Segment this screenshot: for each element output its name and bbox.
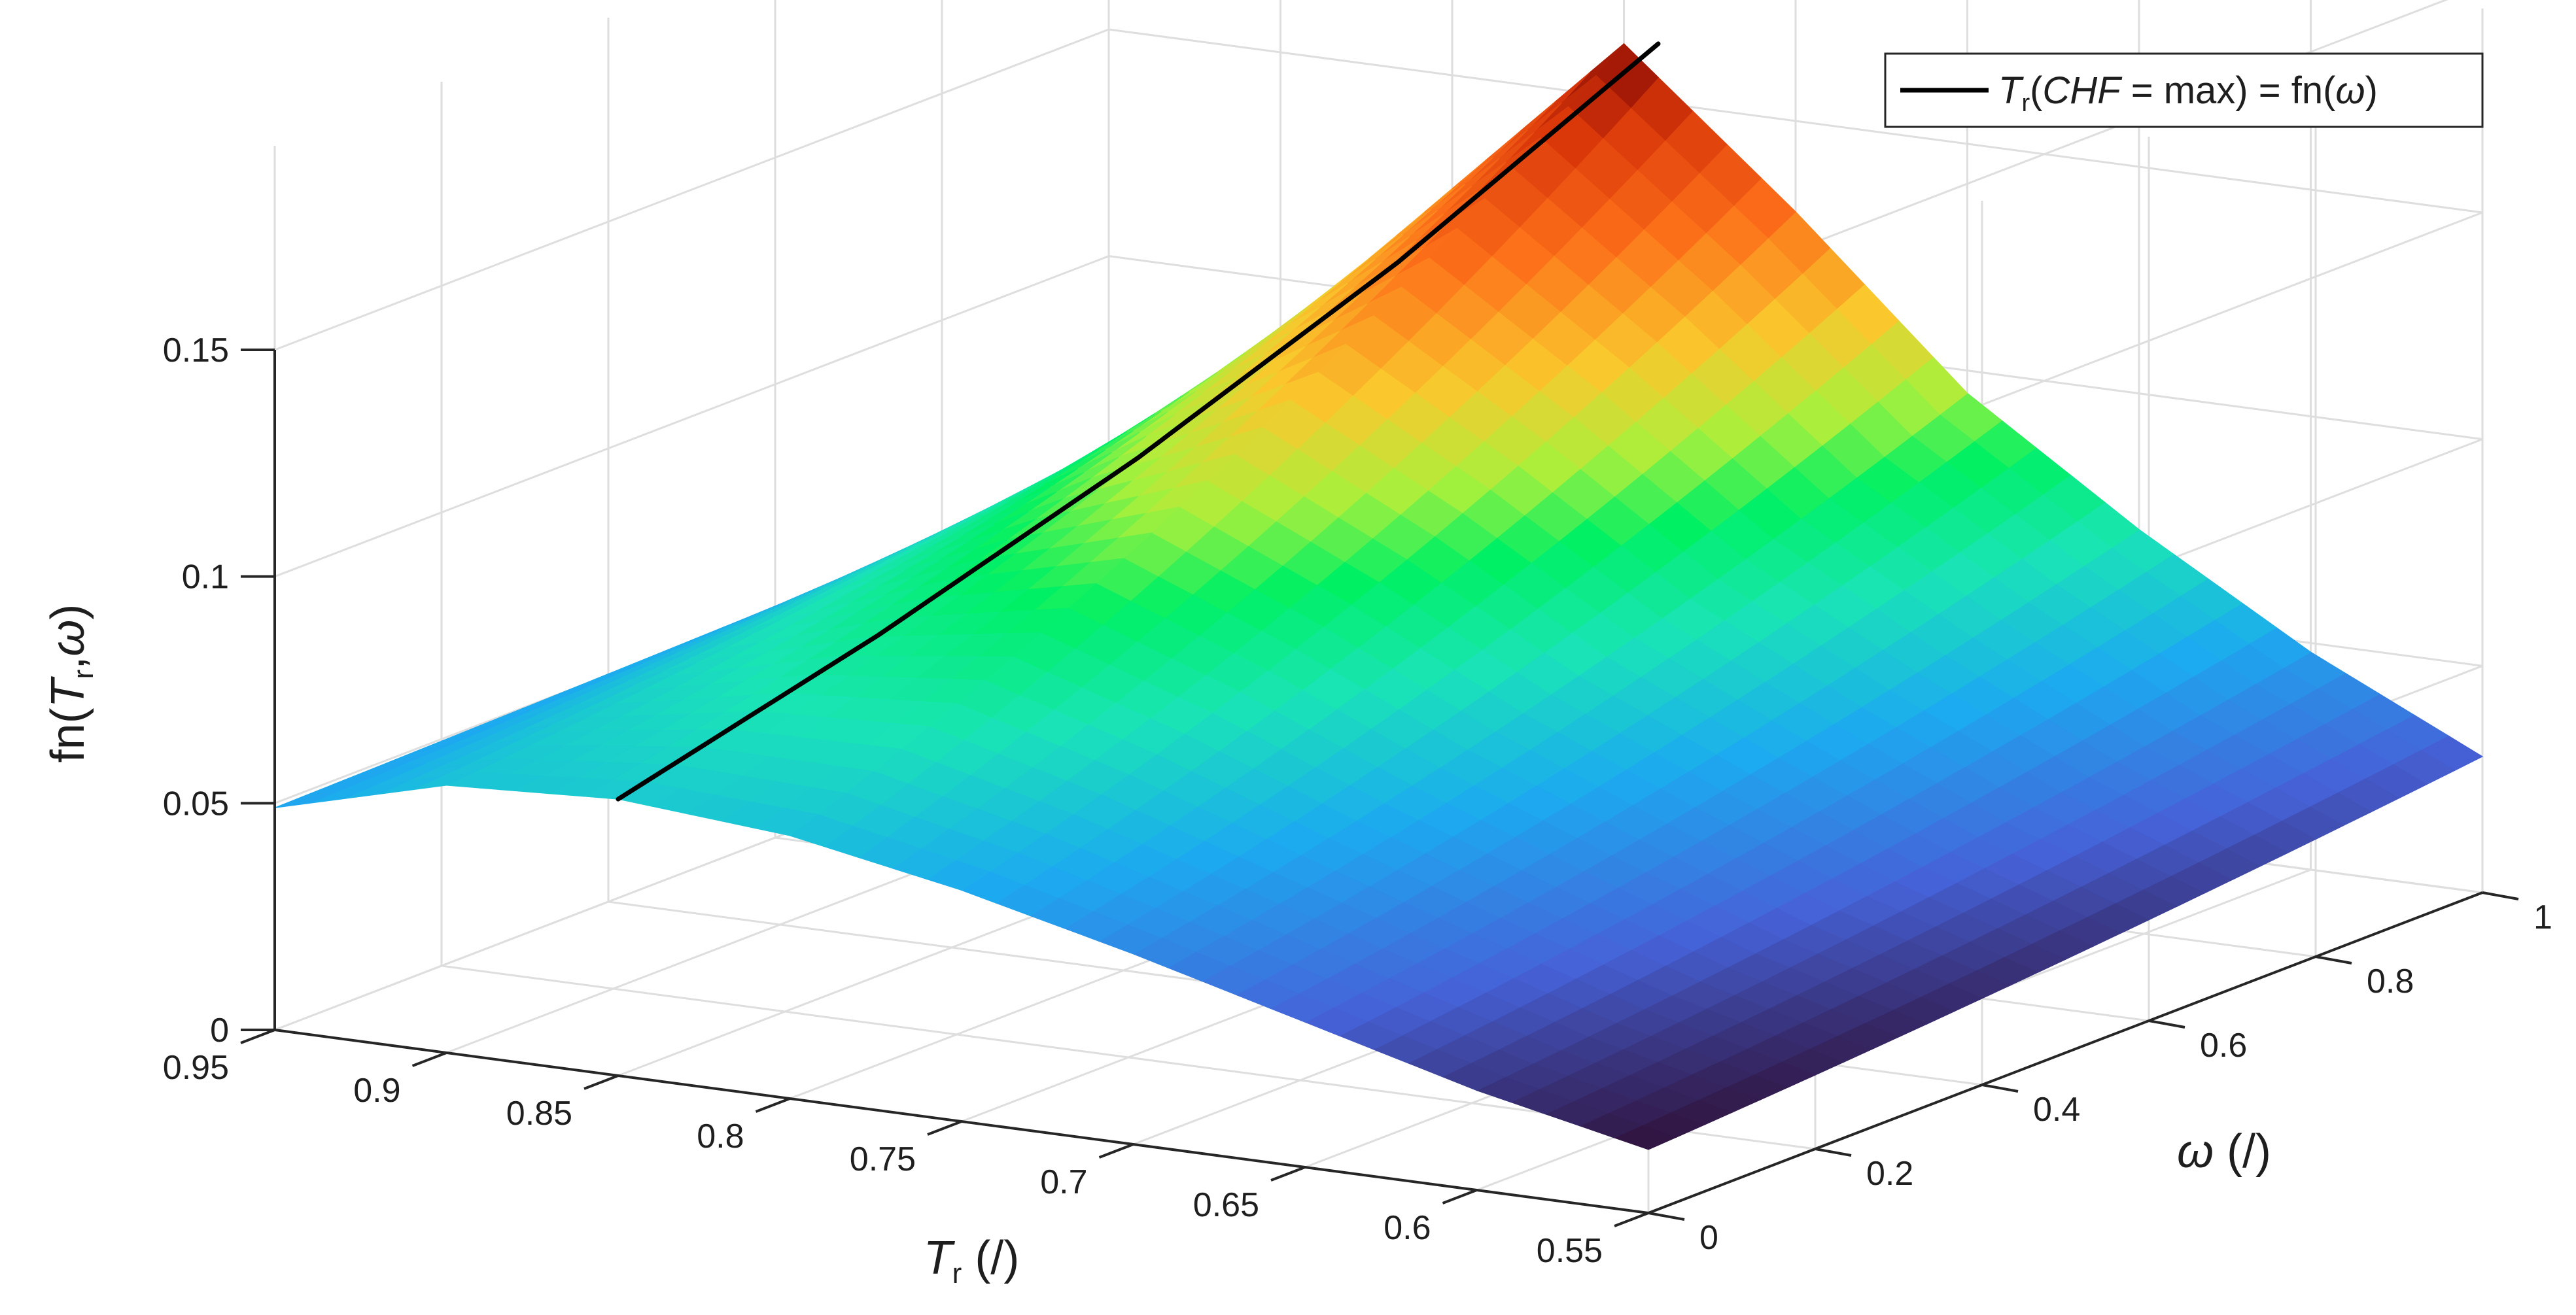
x-tick-label: 0.6 bbox=[1384, 1209, 1431, 1247]
x-tick-label: 0.55 bbox=[1537, 1232, 1603, 1270]
y-tick bbox=[1981, 1084, 2019, 1093]
x-tick-label: 0.9 bbox=[353, 1072, 400, 1110]
x-tick bbox=[1270, 1166, 1306, 1182]
z-tick-label: 0.15 bbox=[163, 332, 229, 369]
left-wall-grid-line bbox=[274, 255, 1109, 578]
z-axis-label: fn(Tr,ω) bbox=[42, 604, 99, 763]
y-tick-label: 0.2 bbox=[1866, 1155, 1913, 1193]
y-tick bbox=[2482, 891, 2519, 900]
y-tick-label: 1 bbox=[2533, 898, 2552, 936]
y-axis-label: ω (/) bbox=[2177, 1125, 2271, 1178]
y-tick-label: 0.6 bbox=[2200, 1027, 2247, 1065]
x-tick-label: 0.8 bbox=[697, 1118, 744, 1155]
chf-max-line bbox=[616, 41, 1661, 802]
legend: Tr(CHF = max) = fn(ω) bbox=[1884, 52, 2484, 128]
z-tick-label: 0.05 bbox=[163, 785, 229, 823]
y-tick bbox=[2315, 955, 2352, 965]
z-tick-label: 0.1 bbox=[182, 558, 229, 596]
y-tick bbox=[1815, 1148, 1852, 1157]
x-tick-label: 0.7 bbox=[1040, 1163, 1087, 1201]
x-tick bbox=[411, 1051, 447, 1067]
x-tick-label: 0.65 bbox=[1193, 1186, 1259, 1224]
y-axis-line bbox=[1648, 891, 2483, 1214]
axes bbox=[240, 349, 2519, 1227]
y-tick-label: 0 bbox=[1699, 1219, 1718, 1257]
x-tick-label: 0.75 bbox=[850, 1140, 916, 1178]
x-axis-label: Tr (/) bbox=[924, 1232, 1020, 1289]
x-tick bbox=[927, 1120, 962, 1136]
x-tick bbox=[240, 1029, 275, 1044]
y-tick-label: 0.8 bbox=[2367, 963, 2414, 1000]
y-tick bbox=[1648, 1212, 1685, 1221]
y-tick bbox=[2148, 1019, 2185, 1029]
x-tick bbox=[583, 1074, 619, 1090]
left-wall-grid-line bbox=[274, 28, 1109, 351]
x-tick-label: 0.85 bbox=[506, 1095, 572, 1133]
tick-labels: 0.95 0.9 0.85 0.8 0.75 0.7 0.65 0.6 0.55 0 0.2 0.4 0… bbox=[163, 332, 2552, 1270]
x-tick bbox=[755, 1097, 791, 1113]
y-tick-label: 0.4 bbox=[2033, 1091, 2080, 1129]
legend-entry: Tr(CHF = max) = fn(ω) bbox=[1998, 69, 2378, 117]
x-tick bbox=[1614, 1212, 1649, 1227]
surface-plot bbox=[274, 41, 2484, 1150]
back-wall-grid-line bbox=[1108, 28, 2483, 214]
z-tick-label: 0 bbox=[210, 1012, 229, 1050]
surface-patch bbox=[274, 791, 338, 808]
x-tick bbox=[1442, 1189, 1478, 1204]
x-tick bbox=[1098, 1143, 1134, 1159]
x-tick-label: 0.95 bbox=[163, 1049, 229, 1087]
